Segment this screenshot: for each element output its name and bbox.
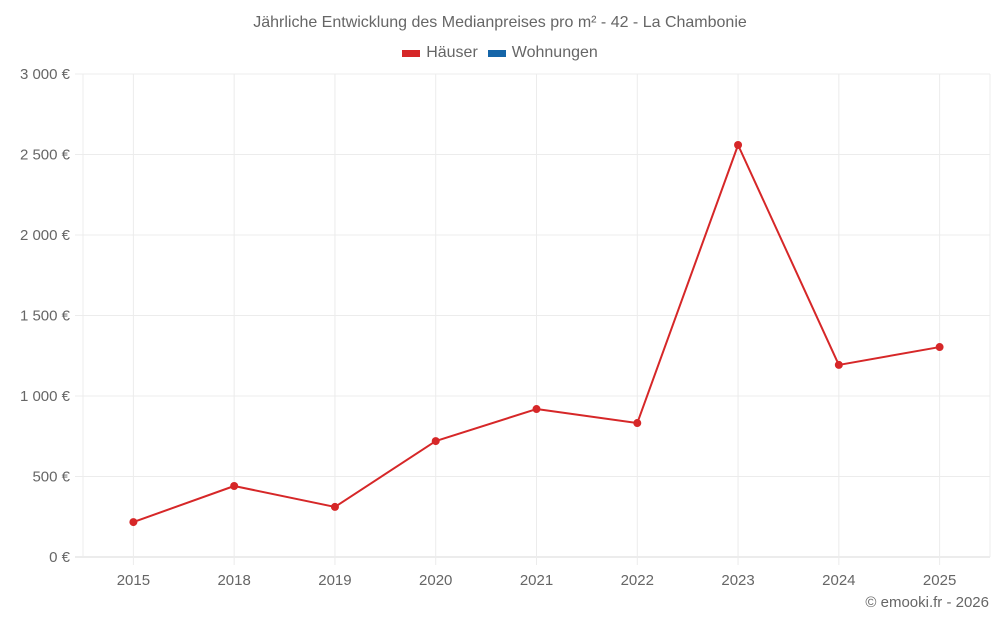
x-tick-label: 2022: [621, 572, 654, 589]
data-point: [633, 419, 642, 428]
legend-item-haeuser[interactable]: Häuser: [402, 44, 478, 62]
x-tick-label: 2023: [721, 572, 754, 589]
x-tick-label: 2018: [217, 572, 250, 589]
legend-swatch-wohnungen: [487, 49, 506, 57]
y-tick-label: 2 000 €: [20, 227, 71, 244]
x-tick-label: 2024: [822, 572, 855, 589]
credit-text: © emooki.fr - 2026: [865, 594, 989, 611]
data-point: [129, 518, 138, 527]
x-tick-label: 2025: [923, 572, 956, 589]
x-tick-label: 2019: [318, 572, 351, 589]
data-point: [734, 141, 743, 150]
x-tick-label: 2021: [520, 572, 553, 589]
x-tick-label: 2015: [117, 572, 150, 589]
chart-title: Jährliche Entwicklung des Medianpreises …: [253, 14, 747, 31]
legend-label-haeuser: Häuser: [426, 44, 478, 61]
y-tick-label: 3 000 €: [20, 66, 71, 83]
data-point: [834, 360, 843, 369]
y-tick-label: 0 €: [49, 549, 71, 566]
chart-legend: Häuser Wohnungen: [0, 44, 1000, 62]
legend-label-wohnungen: Wohnungen: [511, 44, 598, 61]
legend-item-wohnungen[interactable]: Wohnungen: [487, 44, 598, 62]
data-point: [532, 405, 541, 414]
data-point: [330, 502, 339, 511]
legend-swatch-haeuser: [402, 49, 421, 57]
x-tick-label: 2020: [419, 572, 452, 589]
y-tick-label: 500 €: [32, 469, 70, 486]
y-tick-label: 1 000 €: [20, 388, 71, 405]
data-point: [431, 437, 440, 446]
y-tick-label: 2 500 €: [20, 147, 71, 164]
data-point: [230, 481, 239, 490]
data-point: [935, 343, 944, 352]
y-tick-label: 1 500 €: [20, 308, 71, 325]
